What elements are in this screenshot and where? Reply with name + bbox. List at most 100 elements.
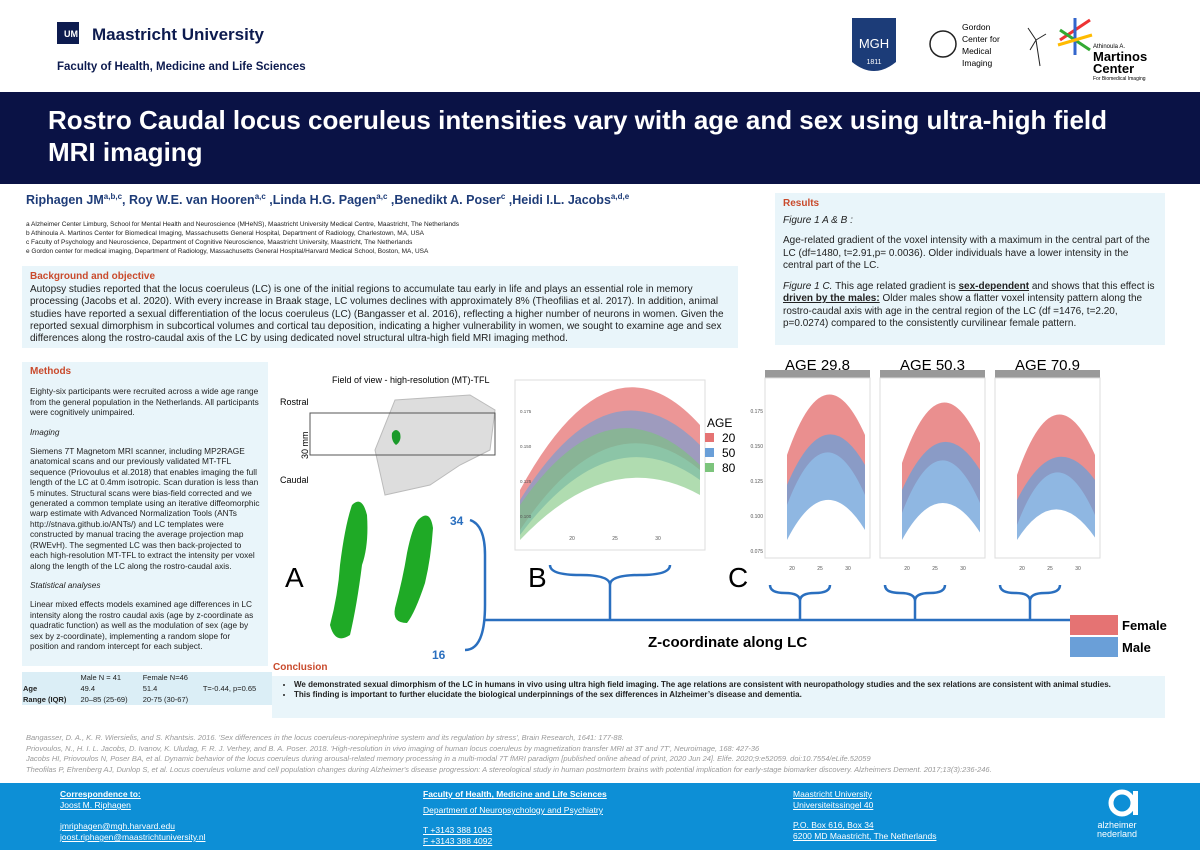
- author-name: , Roy W.E. van Hooren: [122, 193, 255, 208]
- lc-render: [394, 515, 433, 623]
- fov-label: Field of view - high-resolution (MT)-TFL: [332, 375, 490, 385]
- header: UM Maastricht University Faculty of Heal…: [57, 18, 1147, 82]
- y-tick-label: 0.150: [750, 444, 763, 450]
- results-text: Age-related gradient of the voxel intens…: [783, 235, 1150, 271]
- legend-label: 50: [722, 446, 736, 460]
- x-tick-label: 20: [904, 566, 910, 572]
- author-affiliation: a,c: [376, 192, 388, 201]
- faculty-contact: Faculty of Health, Medicine and Life Sci…: [423, 789, 607, 847]
- author-name: Riphagen JM: [26, 193, 104, 208]
- subheading: Statistical analyses: [30, 579, 101, 590]
- mu-icon-letters: UM: [64, 29, 78, 39]
- y-tick-label: 0.150: [520, 444, 532, 449]
- sex-label: Male: [1122, 640, 1151, 655]
- address-line: 6200 MD Maastricht, The Netherlands: [793, 831, 937, 841]
- methods-text: Linear mixed effects models examined age…: [30, 599, 254, 651]
- facet-strip: [995, 370, 1100, 378]
- footer: Correspondence to: Joost M. Riphagen jmr…: [0, 783, 1200, 850]
- figure: Field of view - high-resolution (MT)-TFL…: [280, 357, 1167, 662]
- panel-label: C: [728, 562, 748, 593]
- x-tick-label: 20: [1019, 566, 1025, 572]
- address-line: Universiteitssingel 40: [793, 800, 874, 810]
- mgh-year: 1811: [866, 59, 881, 66]
- conclusion-item: We demonstrated sexual dimorphism of the…: [294, 680, 1157, 690]
- affiliation: a Alzheimer Center Limburg, School for M…: [26, 221, 460, 228]
- z-axis-label: Z-coordinate along LC: [648, 634, 807, 651]
- lc-in-brain: [391, 430, 401, 445]
- subheading: Imaging: [30, 426, 60, 437]
- text: and shows that this effect is: [1029, 280, 1155, 292]
- x-tick-label: 20: [789, 566, 795, 572]
- x-tick-label: 30: [960, 566, 966, 572]
- section-heading: Background and objective: [30, 271, 156, 282]
- x-tick-label: 25: [612, 536, 618, 542]
- z-bottom: 16: [432, 648, 446, 662]
- author-affiliation: a,d,e: [610, 192, 630, 201]
- mu-icon: [57, 22, 79, 44]
- cell: Age: [23, 684, 38, 693]
- lc-render: [330, 501, 368, 639]
- title-band: Rostro Caudal locus coeruleus intensitie…: [0, 92, 1200, 184]
- gordon-icon: [929, 30, 957, 58]
- cell: Range (IQR): [23, 695, 67, 704]
- cell: Female N=46: [142, 673, 188, 682]
- x-tick-label: 25: [1047, 566, 1053, 572]
- mgh: MGH: [859, 36, 889, 51]
- authors: Riphagen JMa,b,c, Roy W.E. van Hooren a,c…: [26, 192, 629, 207]
- faculty: Faculty of Health, Medicine and Life Sci…: [57, 61, 306, 73]
- cell: T=-0.44, p=0.65: [202, 684, 257, 693]
- email-link[interactable]: joost.riphagen@maastrichtuniversity.nl: [60, 832, 206, 842]
- gordon-line: Center for: [962, 34, 1000, 44]
- brace: [464, 518, 1070, 652]
- conclusion-box: We demonstrated sexual dimorphism of the…: [272, 676, 1165, 718]
- section-heading: Conclusion: [273, 662, 328, 673]
- gordon-line: Medical: [962, 46, 991, 56]
- martinos-line: Martinos: [1093, 49, 1147, 64]
- male-band: [787, 434, 865, 540]
- conclusion-list: We demonstrated sexual dimorphism of the…: [280, 680, 1157, 700]
- legend-swatch: [705, 448, 714, 457]
- brain-image: [374, 394, 496, 496]
- author-name: ,Linda H.G. Pagen: [265, 193, 377, 208]
- footer-name: Joost M. Riphagen: [60, 800, 131, 810]
- y-tick-label: 0.100: [750, 514, 763, 520]
- y-tick-label: 0.125: [750, 479, 763, 485]
- deco-icon: [1027, 27, 1047, 67]
- phone: T +3143 388 1043: [423, 825, 493, 835]
- spacer: [60, 811, 205, 821]
- affiliations: a Alzheimer Center Limburg, School for M…: [26, 220, 746, 256]
- gordon-line: Gordon: [962, 22, 991, 32]
- legend-title: AGE: [707, 416, 732, 430]
- cell: 20-75 (30-67): [142, 695, 189, 704]
- affiliation: b Athinoula A. Martinos Center for Biome…: [26, 230, 425, 237]
- reference: Theofilas P, Ehrenberg AJ, Dunlop S, et …: [26, 764, 992, 774]
- footer-heading: Correspondence to:: [60, 789, 141, 799]
- y-tick-label: 0.175: [520, 409, 532, 414]
- legend-label: 80: [722, 461, 736, 475]
- author-affiliation: a,b,c: [103, 192, 123, 201]
- correspondence: Correspondence to: Joost M. Riphagen jmr…: [60, 789, 205, 843]
- section-heading: Results: [783, 198, 820, 209]
- section-heading: Methods: [30, 366, 72, 377]
- table-row: Range (IQR) 20–85 (25-69) 20-75 (30-67): [22, 694, 272, 705]
- plot-c: AGE 29.8 20 25 30 AGE 50.3 20 25 30 AGE 70.9 20 25…: [750, 357, 1101, 572]
- phone: F +3143 388 4092: [423, 836, 493, 846]
- alz-text: alzheimer nederland: [1097, 821, 1137, 839]
- panel-label: B: [528, 562, 547, 593]
- alz-icon: [1133, 791, 1138, 815]
- martinos-line: Center: [1093, 61, 1134, 76]
- footer-heading: Faculty of Health, Medicine and Life Sci…: [423, 789, 607, 799]
- martinos-line: For Biomedical Imaging: [1093, 76, 1146, 82]
- affiliation: c Faculty of Psychology and Neuroscience…: [26, 239, 413, 246]
- z-top: 34: [450, 514, 464, 528]
- y-tick-label: 0.075: [750, 549, 763, 555]
- rostral-label: Rostral: [280, 397, 309, 407]
- gordon-line: Imaging: [962, 58, 993, 68]
- reference: Priovoulos, N., H. I. L. Jacobs, D. Ivan…: [26, 743, 760, 753]
- cell: 20–85 (25-69): [80, 695, 128, 704]
- panel-label: A: [285, 562, 304, 593]
- x-tick-label: 30: [845, 566, 851, 572]
- results-box: Results Figure 1 A & B : Age-related gra…: [775, 193, 1165, 345]
- email-link[interactable]: jmriphagen@mgh.harvard.edu: [60, 821, 175, 831]
